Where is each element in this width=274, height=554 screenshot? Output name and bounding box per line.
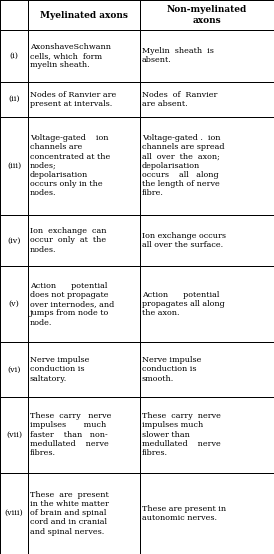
Text: Action      potential
propagates all along
the axon.: Action potential propagates all along th… [142, 291, 225, 317]
Bar [28, 117, 140, 214]
Text: Myelinated axons: Myelinated axons [40, 11, 128, 19]
Text: Myelin  sheath  is
absent.: Myelin sheath is absent. [142, 47, 214, 64]
Bar [0, 81, 28, 117]
Text: Voltage-gated .  ion
channels are spread
all  over  the  axon;
depolarisation
oc: Voltage-gated . ion channels are spread … [142, 134, 224, 197]
Bar [140, 30, 274, 81]
Bar [140, 473, 274, 554]
Bar [0, 397, 28, 473]
Bar [140, 214, 274, 266]
Bar [0, 342, 28, 397]
Bar [28, 473, 140, 554]
Bar [0, 30, 28, 81]
Bar [140, 81, 274, 117]
Bar [0, 117, 28, 214]
Bar [0, 473, 28, 554]
Text: (vii): (vii) [6, 430, 22, 439]
Bar [140, 117, 274, 214]
Bar [28, 266, 140, 342]
Bar [28, 342, 140, 397]
Bar [0, 214, 28, 266]
Text: Nodes of Ranvier are
present at intervals.: Nodes of Ranvier are present at interval… [30, 91, 116, 108]
Text: AxonshaveSchwann
cells, which  form
myelin sheath.: AxonshaveSchwann cells, which form myeli… [30, 43, 111, 69]
Text: Ion  exchange  can
occur  only  at  the
nodes.: Ion exchange can occur only at the nodes… [30, 227, 107, 254]
Text: Nerve impulse
conduction is
saltatory.: Nerve impulse conduction is saltatory. [30, 356, 89, 383]
Text: (vi): (vi) [7, 366, 21, 373]
Text: (i): (i) [10, 52, 19, 60]
Text: Ion exchange occurs
all over the surface.: Ion exchange occurs all over the surface… [142, 232, 226, 249]
Bar [0, 0, 28, 30]
Bar [28, 397, 140, 473]
Text: These are present in
autonomic nerves.: These are present in autonomic nerves. [142, 505, 226, 522]
Bar [28, 0, 140, 30]
Bar [28, 214, 140, 266]
Text: (iii): (iii) [7, 162, 21, 170]
Text: (iv): (iv) [7, 237, 21, 244]
Text: Action      potential
does not propagate
over internodes, and
jumps from node to: Action potential does not propagate over… [30, 282, 114, 327]
Bar [28, 30, 140, 81]
Bar [28, 81, 140, 117]
Bar [140, 397, 274, 473]
Text: (v): (v) [8, 300, 19, 308]
Text: These  carry  nerve
impulses much
slower than
medullated    nerve
fibres.: These carry nerve impulses much slower t… [142, 412, 221, 457]
Text: Nerve impulse
conduction is
smooth.: Nerve impulse conduction is smooth. [142, 356, 201, 383]
Text: These  carry   nerve
impulses       much
faster    than   non-
medullated    ner: These carry nerve impulses much faster t… [30, 412, 111, 457]
Text: Non-myelinated
axons: Non-myelinated axons [167, 6, 247, 25]
Bar [140, 342, 274, 397]
Text: These  are  present
in the white matter
of brain and spinal
cord and in cranial
: These are present in the white matter of… [30, 491, 109, 536]
Bar [140, 0, 274, 30]
Bar [0, 266, 28, 342]
Text: (viii): (viii) [5, 509, 23, 517]
Text: Nodes  of  Ranvier
are absent.: Nodes of Ranvier are absent. [142, 91, 217, 108]
Text: Voltage-gated    ion
channels are
concentrated at the
nodes;
depolarisation
occu: Voltage-gated ion channels are concentra… [30, 134, 110, 197]
Bar [140, 266, 274, 342]
Text: (ii): (ii) [8, 95, 20, 103]
